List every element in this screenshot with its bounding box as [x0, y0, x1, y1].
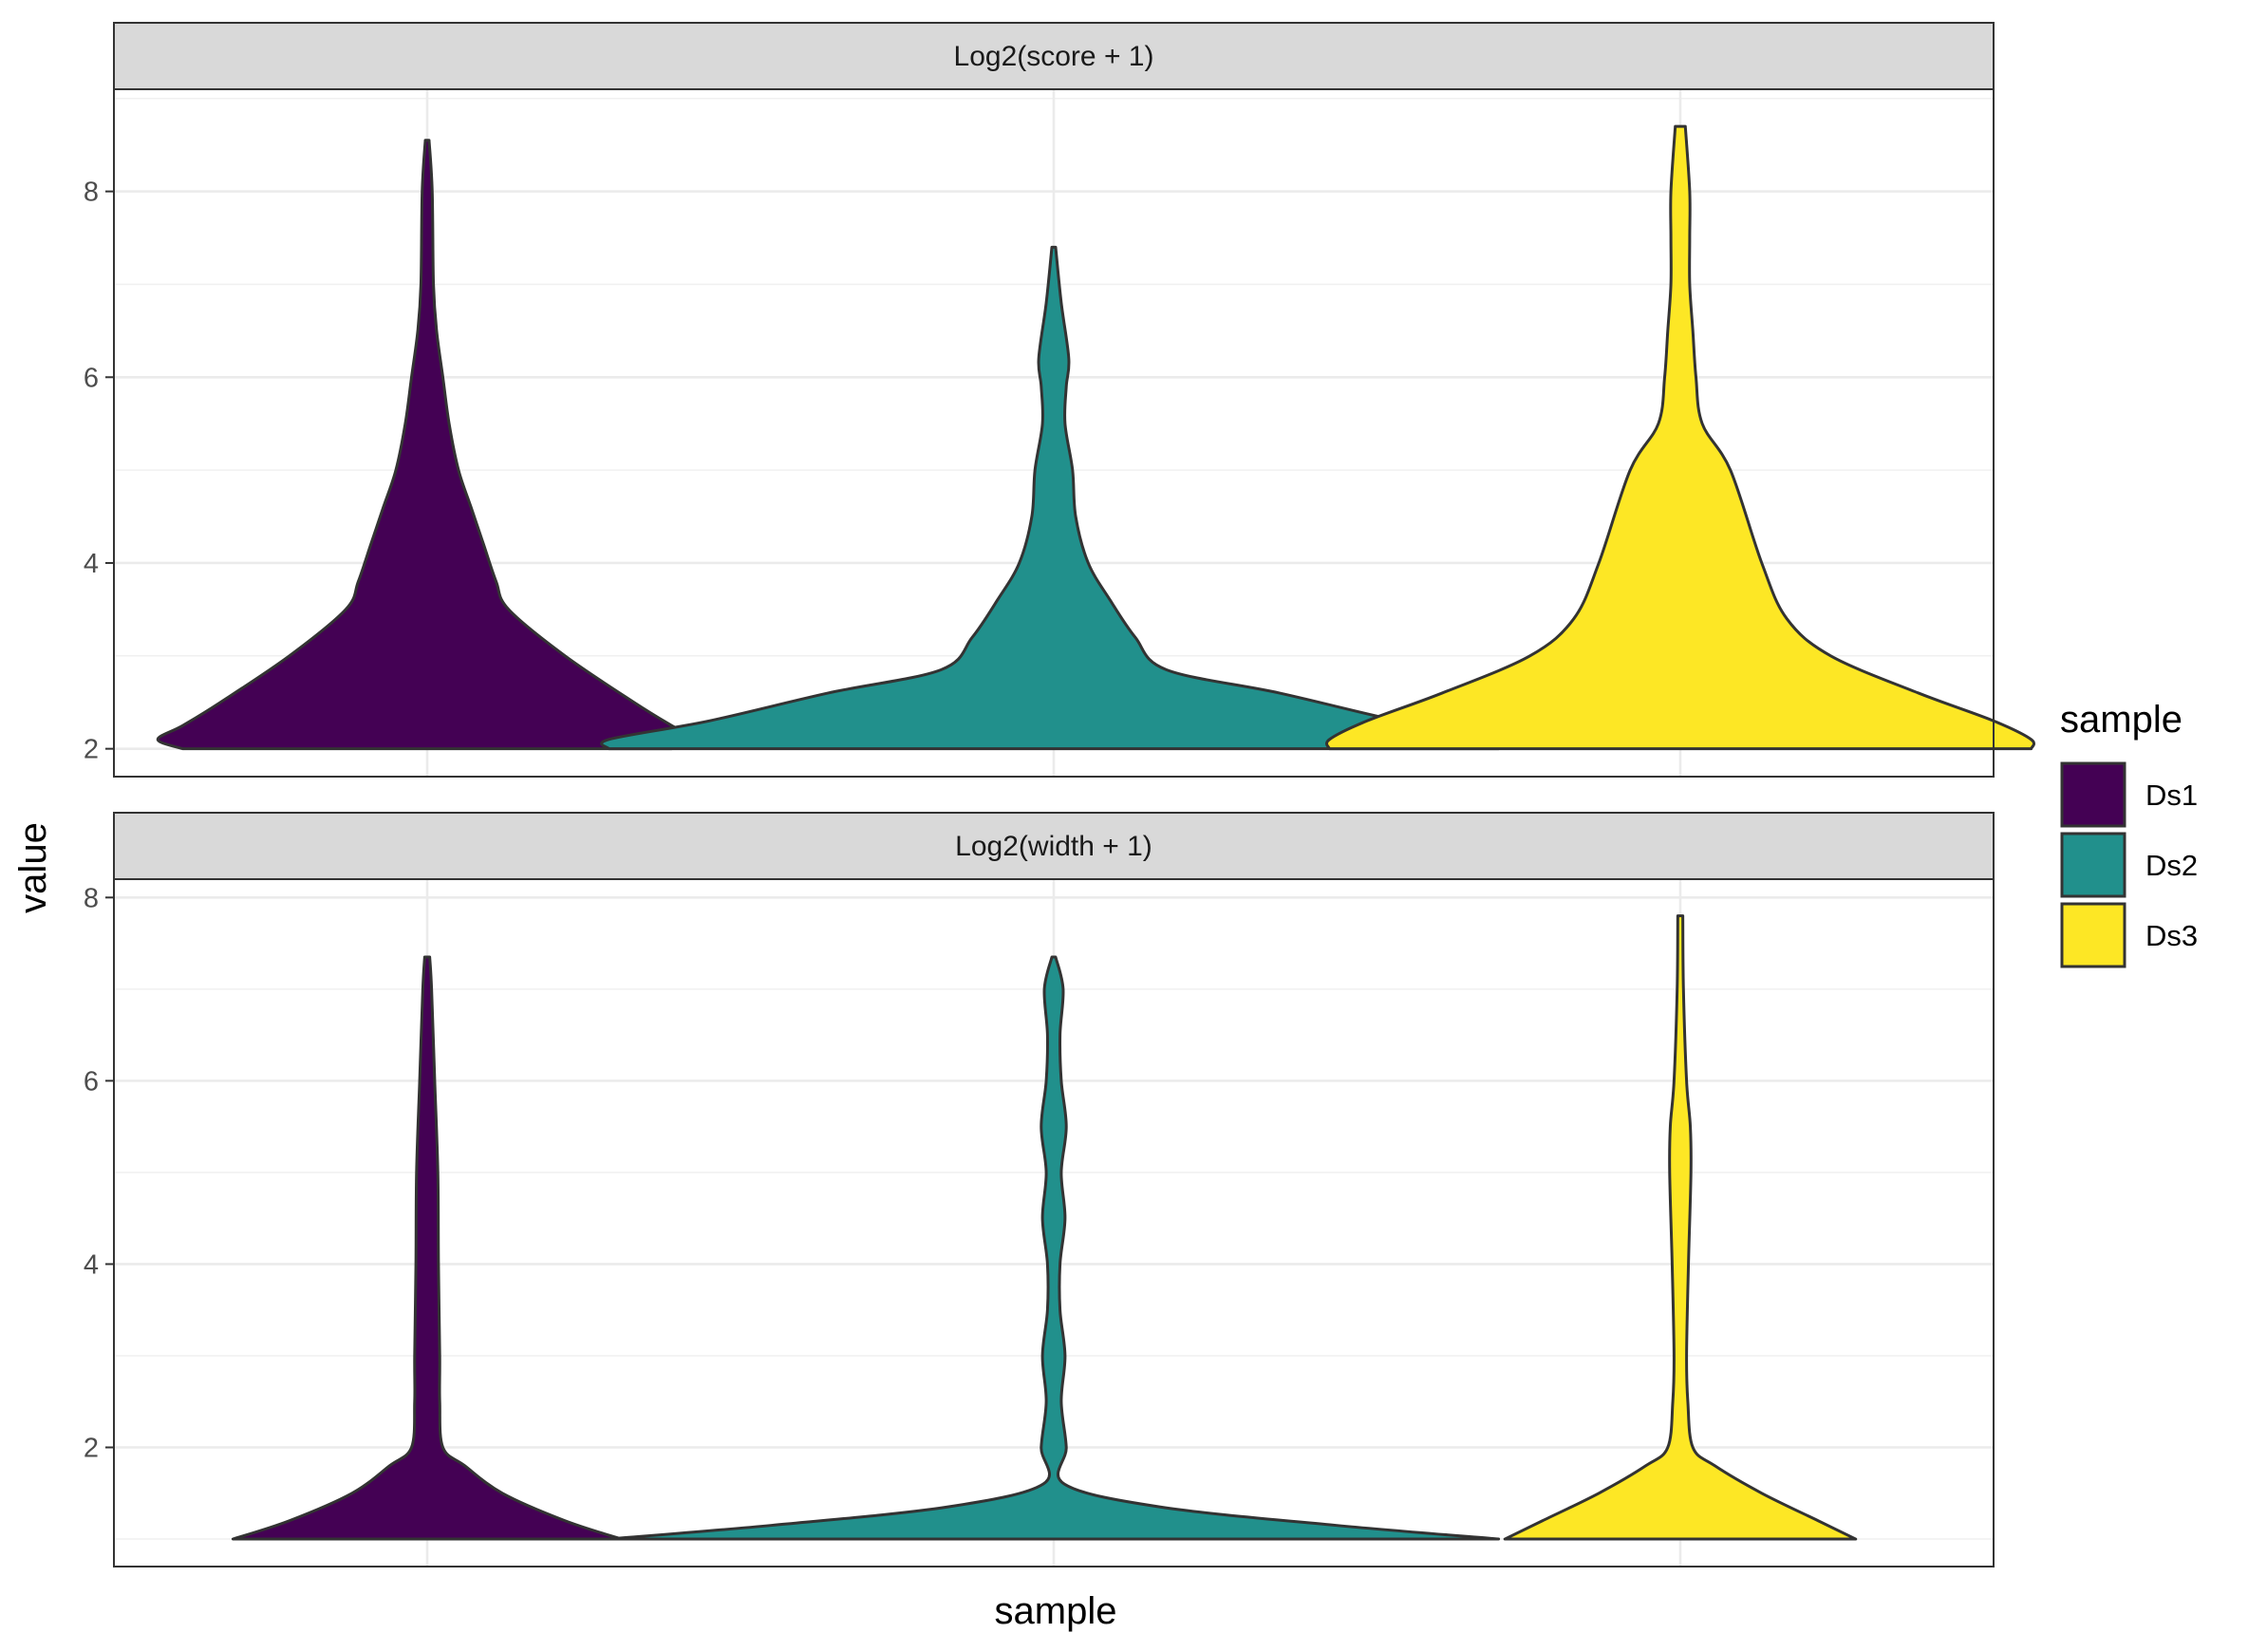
y-tick-label: 6	[84, 363, 99, 393]
facet-strip-label: Log2(score + 1)	[954, 41, 1154, 72]
panels-layer: Log2(score + 1) 2 4 6 8 Log2(width + 1) 2 4 6 8	[84, 22, 2035, 1568]
legend-label-ds3: Ds3	[2145, 919, 2198, 952]
facet-panel: Log2(width + 1) 2 4 6 8	[84, 812, 1995, 1568]
violin-ds1	[156, 139, 699, 751]
legend-key-ds1	[2060, 761, 2126, 828]
violin-ds2	[600, 245, 1508, 751]
legend-key-ds2	[2060, 832, 2126, 898]
facet-panel: Log2(score + 1) 2 4 6 8	[84, 22, 2035, 778]
y-tick-label: 8	[84, 178, 99, 208]
legend-title: sample	[2060, 699, 2182, 741]
facet-strip	[113, 22, 1995, 90]
violin-ds3	[1325, 124, 2035, 751]
legend: sample Ds1 Ds2 Ds3	[2060, 699, 2198, 968]
y-tick-label: 4	[84, 549, 99, 579]
legend-key-ds3	[2060, 902, 2126, 968]
facet-strip-label: Log2(width + 1)	[955, 831, 1152, 862]
violin-ds2	[607, 955, 1501, 1541]
y-axis-title: value	[12, 822, 54, 913]
violin-ds3	[1503, 914, 1858, 1541]
legend-label-ds2: Ds2	[2145, 849, 2198, 882]
y-tick-label: 4	[84, 1249, 99, 1280]
y-tick-label: 8	[84, 883, 99, 913]
violin-ds1	[231, 955, 624, 1541]
y-tick-label: 2	[84, 1434, 99, 1464]
y-tick-label: 2	[84, 735, 99, 765]
y-tick-label: 6	[84, 1066, 99, 1097]
x-axis-title: sample	[995, 1590, 1117, 1632]
facet-strip	[113, 812, 1995, 880]
legend-label-ds1: Ds1	[2145, 779, 2198, 812]
